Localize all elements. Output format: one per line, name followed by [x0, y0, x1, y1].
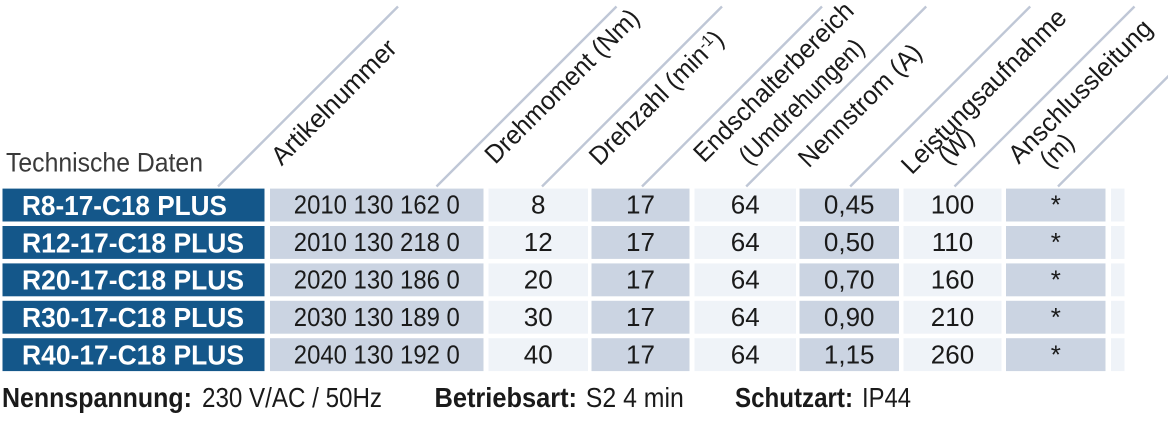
svg-text:Nennspannung:: Nennspannung: [2, 382, 192, 413]
svg-text:230 V/AC / 50Hz: 230 V/AC / 50Hz [202, 382, 382, 413]
svg-text:S2 4 min: S2 4 min [586, 382, 684, 413]
svg-text:12: 12 [524, 227, 553, 257]
svg-text:30: 30 [524, 302, 553, 332]
svg-text:64: 64 [731, 265, 760, 295]
svg-text:260: 260 [931, 339, 974, 369]
svg-text:2020 130 186 0: 2020 130 186 0 [294, 265, 460, 295]
svg-text:*: * [1051, 302, 1061, 332]
svg-text:R20-17-C18 PLUS: R20-17-C18 PLUS [22, 265, 244, 296]
svg-text:*: * [1051, 265, 1061, 295]
svg-text:64: 64 [731, 302, 760, 332]
svg-text:R8-17-C18 PLUS: R8-17-C18 PLUS [22, 190, 227, 221]
svg-text:R12-17-C18 PLUS: R12-17-C18 PLUS [22, 227, 244, 258]
svg-text:160: 160 [931, 265, 974, 295]
svg-text:IP44: IP44 [862, 382, 911, 413]
svg-text:100: 100 [931, 190, 974, 220]
svg-text:64: 64 [731, 190, 760, 220]
svg-text:*: * [1051, 227, 1061, 257]
svg-text:17: 17 [626, 190, 655, 220]
svg-text:17: 17 [626, 302, 655, 332]
svg-text:8: 8 [531, 190, 545, 220]
svg-text:17: 17 [626, 265, 655, 295]
svg-text:0,45: 0,45 [824, 190, 875, 220]
svg-text:64: 64 [731, 227, 760, 257]
svg-text:2010 130 218 0: 2010 130 218 0 [294, 227, 460, 257]
svg-text:40: 40 [524, 339, 553, 369]
svg-text:17: 17 [626, 227, 655, 257]
svg-text:R40-17-C18 PLUS: R40-17-C18 PLUS [22, 340, 244, 371]
svg-text:Technische Daten: Technische Daten [6, 147, 203, 177]
svg-text:2030 130 189 0: 2030 130 189 0 [294, 302, 460, 332]
svg-text:20: 20 [524, 265, 553, 295]
svg-text:Artikelnummer: Artikelnummer [265, 33, 403, 171]
svg-text:Schutzart:: Schutzart: [735, 382, 853, 413]
svg-text:*: * [1051, 190, 1061, 220]
svg-text:110: 110 [932, 227, 973, 257]
svg-text:R30-17-C18 PLUS: R30-17-C18 PLUS [22, 302, 244, 333]
svg-text:2010 130 162 0: 2010 130 162 0 [294, 190, 460, 220]
svg-text:1,15: 1,15 [824, 339, 875, 369]
svg-text:2040 130 192 0: 2040 130 192 0 [294, 339, 460, 369]
svg-text:0,70: 0,70 [824, 265, 875, 295]
svg-text:64: 64 [731, 339, 760, 369]
svg-text:*: * [1051, 339, 1061, 369]
svg-text:Betriebsart:: Betriebsart: [435, 382, 578, 413]
svg-text:0,90: 0,90 [824, 302, 875, 332]
svg-text:210: 210 [931, 302, 974, 332]
svg-text:0,50: 0,50 [824, 227, 875, 257]
svg-text:17: 17 [626, 339, 655, 369]
